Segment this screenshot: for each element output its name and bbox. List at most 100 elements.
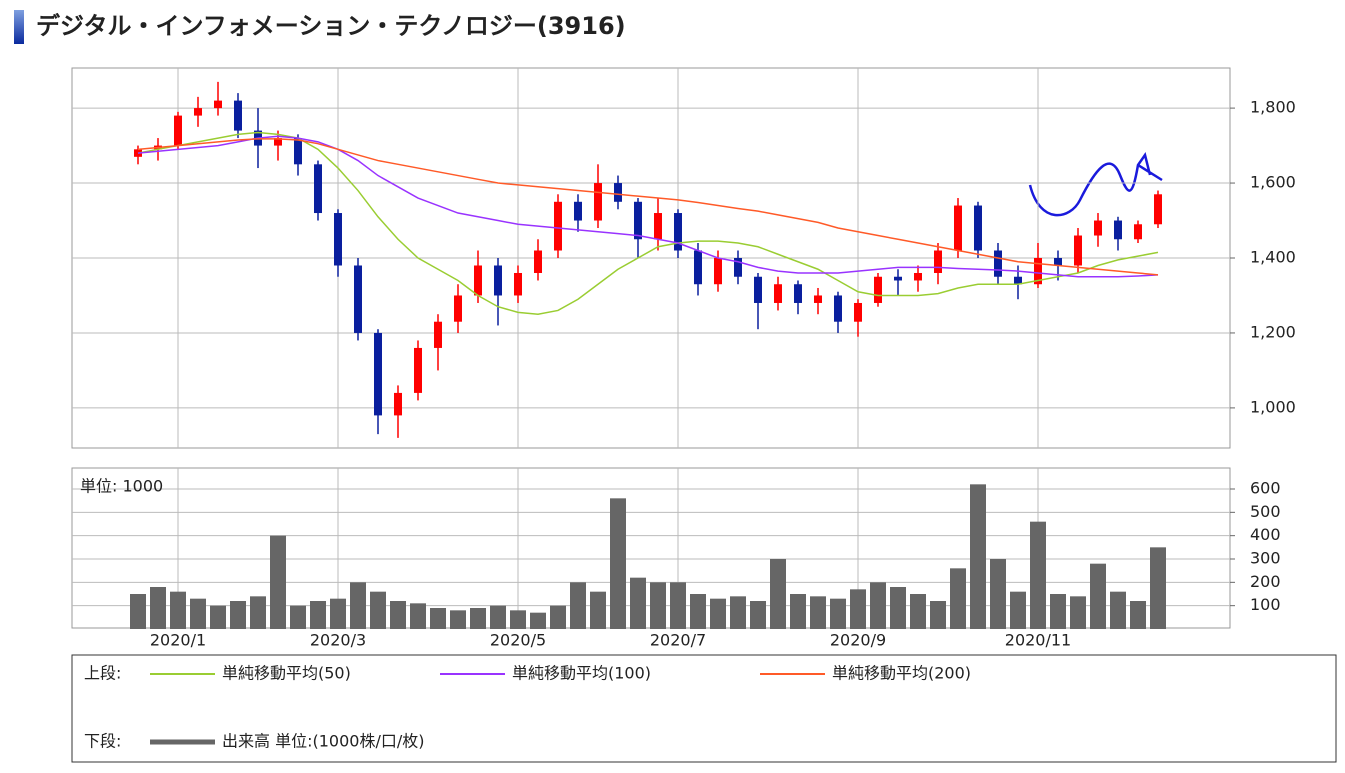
y-tick-label: 1,800 — [1250, 98, 1296, 117]
candle-body — [914, 272, 922, 281]
volume-bar — [750, 601, 766, 629]
candle-body — [774, 284, 782, 303]
candle-body — [294, 138, 302, 165]
candle-body — [374, 332, 382, 416]
x-tick-label: 2020/9 — [830, 631, 886, 650]
volume-bar — [430, 608, 446, 629]
volume-bar — [1130, 601, 1146, 629]
candle-body — [1114, 220, 1122, 240]
volume-bar — [270, 535, 286, 629]
candle-body — [1014, 276, 1022, 285]
candle-body — [1154, 194, 1162, 225]
legend-label: 下段: — [84, 732, 121, 751]
y-tick-label: 600 — [1250, 479, 1281, 498]
volume-bar — [610, 498, 626, 629]
volume-bar — [730, 596, 746, 629]
volume-bar — [710, 598, 726, 629]
legend-entry: 単純移動平均(200) — [832, 664, 971, 683]
x-tick-label: 2020/11 — [1005, 631, 1071, 650]
candle-body — [194, 108, 202, 116]
volume-bar — [970, 484, 986, 629]
volume-bar — [810, 596, 826, 629]
candle-body — [354, 265, 362, 333]
volume-bar — [590, 591, 606, 629]
volume-bar — [290, 605, 306, 629]
candle-body — [314, 164, 322, 214]
volume-bar — [830, 598, 846, 629]
candle-body — [834, 295, 842, 322]
volume-bar — [650, 582, 666, 629]
candle-body — [874, 276, 882, 303]
volume-bar — [470, 608, 486, 629]
x-tick-label: 2020/3 — [310, 631, 366, 650]
y-tick-label: 100 — [1250, 595, 1281, 614]
candle-body — [554, 201, 562, 251]
moving-average-line — [137, 138, 1159, 276]
volume-bar — [130, 594, 146, 629]
candle-body — [854, 302, 862, 322]
moving-average-line — [137, 135, 1159, 278]
candle-body — [494, 265, 502, 296]
annotation-scribble — [1028, 152, 1163, 217]
legend-entry: 単純移動平均(100) — [512, 664, 651, 683]
volume-bar — [990, 559, 1006, 629]
x-tick-label: 2020/1 — [150, 631, 206, 650]
candle-body — [894, 276, 902, 281]
y-tick-label: 1,400 — [1250, 248, 1296, 267]
volume-bar — [410, 603, 426, 629]
volume-bar — [790, 594, 806, 629]
candle-body — [514, 272, 522, 296]
volume-bar — [450, 610, 466, 629]
candle-body — [534, 250, 542, 273]
candle-body — [394, 392, 402, 416]
volume-bar — [390, 601, 406, 629]
volume-bar — [910, 594, 926, 629]
candle-body — [694, 250, 702, 285]
page-title: デジタル・インフォメーション・テクノロジー(3916) — [36, 12, 626, 40]
x-tick-label: 2020/7 — [650, 631, 706, 650]
volume-bar — [310, 601, 326, 629]
volume-bar — [550, 605, 566, 629]
legend-label: 上段: — [84, 664, 121, 683]
volume-bar — [210, 605, 226, 629]
y-tick-label: 300 — [1250, 549, 1281, 568]
candle-body — [814, 295, 822, 303]
volume-bar — [1150, 547, 1166, 629]
legend-entry: 出来高 単位:(1000株/口/枚) — [222, 732, 424, 751]
candle-body — [414, 347, 422, 393]
legend-entry: 単純移動平均(50) — [222, 664, 351, 683]
candle-body — [994, 250, 1002, 277]
y-tick-label: 1,200 — [1250, 322, 1296, 341]
x-tick-label: 2020/5 — [490, 631, 546, 650]
volume-bar — [950, 568, 966, 629]
volume-bar — [1110, 591, 1126, 629]
candle-body — [234, 100, 242, 131]
y-tick-label: 500 — [1250, 502, 1281, 521]
candle-body — [954, 205, 962, 251]
candle-body — [474, 265, 482, 296]
volume-bar — [1030, 521, 1046, 629]
candle-body — [634, 201, 642, 240]
volume-bar — [890, 587, 906, 629]
candle-body — [214, 100, 222, 109]
candle-body — [654, 213, 662, 240]
volume-bar — [930, 601, 946, 629]
candle-body — [1094, 220, 1102, 236]
candle-body — [674, 213, 682, 251]
volume-bar — [630, 577, 646, 629]
volume-bar — [1050, 594, 1066, 629]
candle-body — [794, 284, 802, 303]
title-icon — [14, 10, 24, 44]
candle-body — [614, 183, 622, 202]
candle-body — [574, 201, 582, 221]
candle-body — [1134, 224, 1142, 240]
candle-body — [934, 250, 942, 273]
volume-bar — [1090, 563, 1106, 629]
y-tick-label: 400 — [1250, 525, 1281, 544]
candle-body — [734, 258, 742, 277]
volume-bar — [250, 596, 266, 629]
legend-box — [71, 654, 1337, 763]
y-tick-label: 1,600 — [1250, 173, 1296, 192]
